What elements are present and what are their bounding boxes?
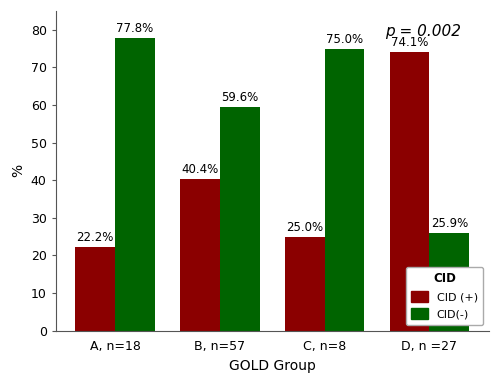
Text: 25.9%: 25.9%	[430, 217, 468, 230]
Bar	[115, 38, 155, 331]
Text: 59.6%: 59.6%	[221, 91, 258, 104]
Text: 25.0%: 25.0%	[286, 221, 324, 233]
Text: 22.2%: 22.2%	[76, 231, 114, 244]
Text: p = 0.002: p = 0.002	[385, 24, 461, 39]
Bar	[76, 247, 115, 331]
Legend: CID (+), CID(-): CID (+), CID(-)	[406, 267, 483, 325]
Bar	[220, 107, 260, 331]
X-axis label: GOLD Group: GOLD Group	[229, 359, 316, 373]
Bar	[285, 237, 325, 331]
Text: 74.1%: 74.1%	[391, 36, 428, 49]
Y-axis label: %: %	[11, 164, 25, 177]
Bar	[324, 49, 364, 331]
Bar	[430, 233, 469, 331]
Text: 77.8%: 77.8%	[116, 22, 154, 35]
Bar	[390, 52, 430, 331]
Bar	[180, 179, 220, 331]
Text: 75.0%: 75.0%	[326, 33, 363, 46]
Text: 40.4%: 40.4%	[182, 163, 218, 176]
